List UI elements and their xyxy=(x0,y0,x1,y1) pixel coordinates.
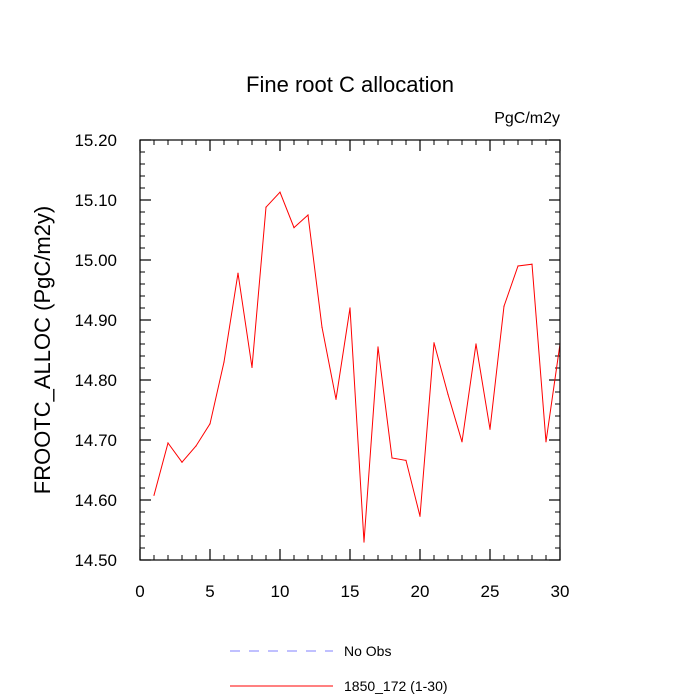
data-point xyxy=(307,214,309,216)
data-point xyxy=(335,398,337,400)
y-tick-label: 15.10 xyxy=(74,191,117,210)
data-point xyxy=(153,494,155,496)
units-label: PgC/m2y xyxy=(494,110,560,127)
legend-label: 1850_172 (1-30) xyxy=(344,678,448,694)
data-point xyxy=(433,342,435,344)
y-tick-label: 14.60 xyxy=(74,491,117,510)
data-point xyxy=(475,343,477,345)
data-point xyxy=(167,442,169,444)
data-point xyxy=(251,366,253,368)
y-tick-label: 15.20 xyxy=(74,131,117,150)
data-point xyxy=(517,265,519,267)
data-point xyxy=(461,441,463,443)
data-point xyxy=(363,541,365,543)
y-tick-label: 14.80 xyxy=(74,371,117,390)
data-point xyxy=(405,459,407,461)
y-tick-label: 15.00 xyxy=(74,251,117,270)
y-tick-label: 14.90 xyxy=(74,311,117,330)
data-point xyxy=(419,515,421,517)
x-tick-label: 0 xyxy=(135,582,144,601)
data-point xyxy=(181,461,183,463)
data-point xyxy=(503,305,505,307)
data-point xyxy=(545,441,547,443)
y-axis-label: FROOTC_ALLOC (PgC/m2y) xyxy=(30,206,55,495)
chart-title: Fine root C allocation xyxy=(246,72,454,97)
x-tick-label: 5 xyxy=(205,582,214,601)
data-point xyxy=(293,227,295,229)
legend-label: No Obs xyxy=(344,643,391,659)
data-point xyxy=(531,263,533,265)
data-point xyxy=(209,423,211,425)
data-point xyxy=(237,272,239,274)
series-line xyxy=(153,191,561,543)
x-tick-label: 10 xyxy=(271,582,290,601)
data-point xyxy=(195,445,197,447)
data-point xyxy=(321,326,323,328)
data-point xyxy=(279,191,281,193)
x-tick-label: 15 xyxy=(341,582,360,601)
y-tick-label: 14.50 xyxy=(74,551,117,570)
data-point xyxy=(377,346,379,348)
x-tick-label: 30 xyxy=(551,582,570,601)
x-tick-label: 25 xyxy=(481,582,500,601)
data-point xyxy=(447,393,449,395)
y-tick-label: 14.70 xyxy=(74,431,117,450)
data-point xyxy=(223,361,225,363)
data-point xyxy=(265,206,267,208)
data-point xyxy=(391,457,393,459)
x-tick-label: 20 xyxy=(411,582,430,601)
data-point xyxy=(349,307,351,309)
series-layer xyxy=(153,191,561,543)
legend: No Obs 1850_172 (1-30) xyxy=(230,643,448,694)
axis-ticks: 0 5 10 15 20 25 30 14.50 14.60 14.70 14.80 14.90 15.… xyxy=(74,131,569,601)
plot-frame xyxy=(139,139,561,561)
data-point xyxy=(489,428,491,430)
